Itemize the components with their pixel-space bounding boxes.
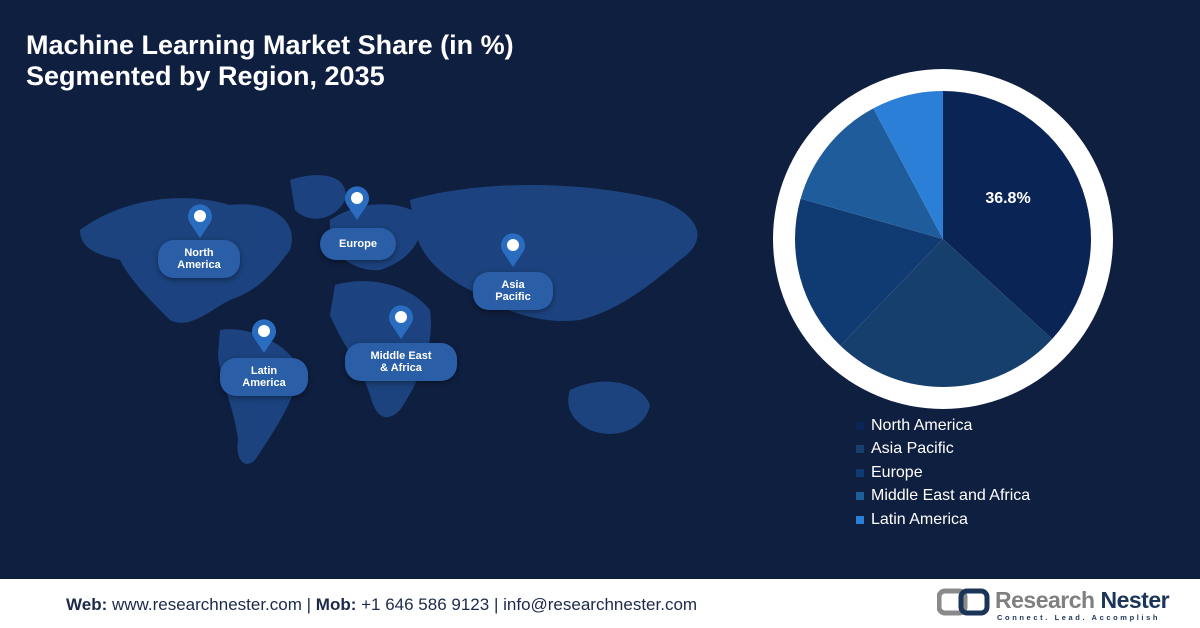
legend-item: Asia Pacific [856,438,1030,462]
separator: | [493,595,499,614]
legend-label: North America [871,416,973,434]
legend-swatch [856,445,864,454]
pie-slice-north-america [943,91,1091,339]
legend-swatch [856,515,864,524]
legend-label: Middle East and Africa [871,487,1031,505]
legend-swatch [856,468,864,477]
map-label-asia-pacific: Asia Pacific [473,272,553,310]
logo-icon [936,588,990,616]
legend-swatch [856,492,864,501]
legend-item: Latin America [856,508,1030,532]
contact-info: Web: www.researchnester.com | Mob: +1 64… [66,595,697,615]
legend-swatch [856,421,864,430]
pie-slice-middle-east-and-africa [800,108,943,239]
legend-label: Asia Pacific [871,440,954,458]
map-pin-icon [186,203,214,244]
page-title: Machine Learning Market Share (in %) Seg… [26,30,514,92]
map-australia [568,381,650,434]
map-pin-icon [499,232,527,273]
map-label-latin-america: Latin America [220,358,308,396]
pie-slice-latin-america [873,91,943,239]
legend-item: Europe [856,461,1030,485]
web-label: Web: [66,595,108,614]
legend: North America Asia Pacific Europe Middle Ea… [856,414,1030,532]
map-pin-icon [387,304,415,345]
mob-label: Mob: [315,595,357,614]
pie-slice-asia-pacific [840,239,1053,388]
map-label-europe: Europe [320,228,396,260]
legend-label: Latin America [871,510,968,528]
research-nester-logo: Research Nester Connect. Lead. Accomplis… [936,587,1170,622]
pie-chart: 36.8% [773,69,1113,409]
pie-slice-europe [795,198,943,346]
separator: | [306,595,312,614]
map-greenland [290,175,346,219]
map-label-middle-east-africa: Middle East & Africa [345,343,457,381]
phone-number[interactable]: +1 646 586 9123 [361,595,490,614]
data-label-north-america: 36.8% [985,190,1030,207]
map-asia [410,185,698,321]
email-link[interactable]: info@researchnester.com [503,595,698,614]
web-link[interactable]: www.researchnester.com [111,595,302,614]
title-line-1: Machine Learning Market Share (in %) [26,30,514,60]
title-line-2: Segmented by Region, 2035 [26,61,385,91]
legend-label: Europe [871,463,923,481]
map-pin-icon [343,185,371,226]
map-label-north-america: North America [158,240,240,278]
legend-item: North America [856,414,1030,438]
infographic: Machine Learning Market Share (in %) Seg… [26,30,1113,532]
footer: Web: www.researchnester.com | Mob: +1 64… [0,576,1200,628]
map-pin-icon [250,318,278,359]
legend-item: Middle East and Africa [856,485,1030,509]
